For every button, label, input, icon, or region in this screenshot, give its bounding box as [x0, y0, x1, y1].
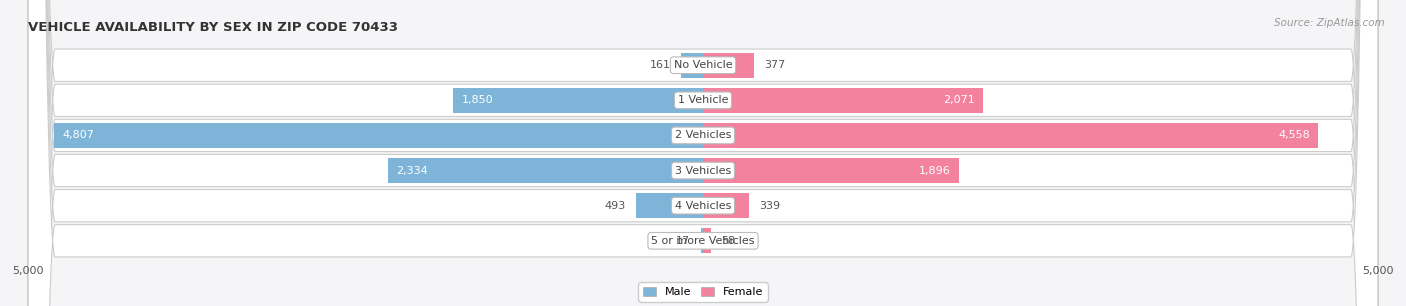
- Bar: [703, 193, 749, 218]
- FancyBboxPatch shape: [28, 0, 1378, 306]
- Bar: [55, 123, 703, 148]
- Text: 1,850: 1,850: [461, 95, 494, 105]
- Bar: [703, 123, 1319, 148]
- FancyBboxPatch shape: [28, 0, 1378, 306]
- Text: VEHICLE AVAILABILITY BY SEX IN ZIP CODE 70433: VEHICLE AVAILABILITY BY SEX IN ZIP CODE …: [28, 21, 398, 34]
- Bar: [703, 228, 711, 253]
- FancyBboxPatch shape: [28, 0, 1378, 306]
- Bar: [700, 228, 703, 253]
- Bar: [703, 88, 983, 113]
- Text: 4 Vehicles: 4 Vehicles: [675, 201, 731, 211]
- Text: 58: 58: [721, 236, 735, 246]
- Bar: [637, 193, 703, 218]
- Text: 2 Vehicles: 2 Vehicles: [675, 130, 731, 140]
- Text: 5 or more Vehicles: 5 or more Vehicles: [651, 236, 755, 246]
- Text: 4,558: 4,558: [1278, 130, 1310, 140]
- FancyBboxPatch shape: [28, 0, 1378, 306]
- Text: 2,071: 2,071: [942, 95, 974, 105]
- Text: 1,896: 1,896: [920, 166, 950, 176]
- Text: 2,334: 2,334: [396, 166, 427, 176]
- Text: Source: ZipAtlas.com: Source: ZipAtlas.com: [1274, 18, 1385, 28]
- Text: 3 Vehicles: 3 Vehicles: [675, 166, 731, 176]
- FancyBboxPatch shape: [28, 0, 1378, 306]
- Bar: [453, 88, 703, 113]
- Text: 339: 339: [759, 201, 780, 211]
- Text: No Vehicle: No Vehicle: [673, 60, 733, 70]
- Text: 4,807: 4,807: [62, 130, 94, 140]
- Bar: [703, 53, 754, 78]
- FancyBboxPatch shape: [28, 0, 1378, 306]
- Legend: Male, Female: Male, Female: [638, 282, 768, 302]
- Text: 493: 493: [605, 201, 626, 211]
- Text: 17: 17: [676, 236, 690, 246]
- Text: 161: 161: [650, 60, 671, 70]
- Text: 377: 377: [765, 60, 786, 70]
- Bar: [682, 53, 703, 78]
- Bar: [388, 158, 703, 183]
- Text: 1 Vehicle: 1 Vehicle: [678, 95, 728, 105]
- Bar: [703, 158, 959, 183]
